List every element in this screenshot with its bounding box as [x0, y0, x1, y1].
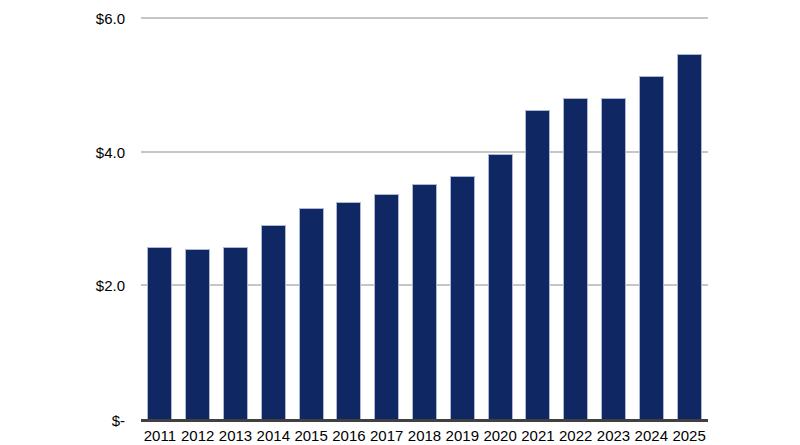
bar-2016	[336, 202, 361, 419]
bar-2018	[412, 184, 437, 419]
x-tick-label: 2015	[292, 427, 330, 445]
x-tick-label: 2020	[481, 427, 519, 445]
bar-2024	[639, 76, 664, 419]
x-axis-line	[141, 419, 708, 422]
x-tick-label: 2025	[670, 427, 708, 445]
screenshot-root: $-$2.0$4.0$6.0 2011201220132014201520162…	[0, 0, 800, 445]
bar-2022	[563, 98, 588, 419]
bar-2012	[185, 249, 210, 419]
x-tick-label: 2016	[330, 427, 368, 445]
x-tick-label: 2022	[557, 427, 595, 445]
bar-2011	[147, 247, 172, 419]
x-tick-label: 2019	[443, 427, 481, 445]
x-tick-label: 2011	[141, 427, 179, 445]
y-tick-label: $4.0	[0, 144, 125, 159]
x-tick-label: 2024	[632, 427, 670, 445]
bar-2015	[299, 208, 324, 419]
bar-2020	[488, 154, 513, 419]
x-tick-label: 2017	[368, 427, 406, 445]
x-tick-label: 2023	[595, 427, 633, 445]
bar-2014	[261, 225, 286, 419]
bar-2013	[223, 247, 248, 419]
y-tick-label: $-	[0, 413, 125, 428]
x-tick-label: 2021	[519, 427, 557, 445]
y-tick-label: $6.0	[0, 11, 125, 26]
x-tick-label: 2012	[179, 427, 217, 445]
x-tick-label: 2013	[217, 427, 255, 445]
bar-chart: $-$2.0$4.0$6.0 2011201220132014201520162…	[0, 0, 800, 445]
bar-2023	[601, 98, 626, 419]
x-tick-label: 2018	[406, 427, 444, 445]
bar-2019	[450, 176, 475, 419]
bar-2025	[677, 54, 702, 419]
x-tick-label: 2014	[254, 427, 292, 445]
bar-2017	[374, 194, 399, 419]
gridline	[141, 17, 708, 19]
y-tick-label: $2.0	[0, 278, 125, 293]
bar-2021	[525, 110, 550, 419]
